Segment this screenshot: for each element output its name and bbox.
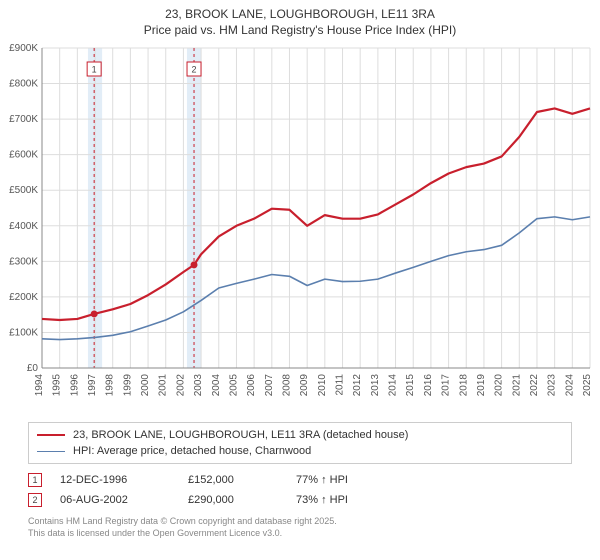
svg-text:2019: 2019 [476,374,487,397]
sale-date: 12-DEC-1996 [60,474,170,486]
legend-row: HPI: Average price, detached house, Char… [37,443,563,459]
svg-text:£500K: £500K [9,186,38,197]
svg-text:2024: 2024 [564,374,575,397]
svg-text:2010: 2010 [317,374,328,397]
svg-text:2001: 2001 [158,374,169,397]
svg-text:2015: 2015 [405,374,416,397]
svg-text:2006: 2006 [246,374,257,397]
title-line-1: 23, BROOK LANE, LOUGHBOROUGH, LE11 3RA [0,6,600,22]
svg-text:2005: 2005 [228,374,239,397]
legend-swatch [37,451,65,452]
sale-diff: 77% ↑ HPI [296,474,386,486]
svg-text:2011: 2011 [335,374,346,396]
svg-text:£400K: £400K [9,221,38,232]
svg-text:2004: 2004 [211,374,222,397]
svg-text:1994: 1994 [34,374,45,397]
svg-text:1998: 1998 [105,374,116,397]
svg-text:2008: 2008 [281,374,292,397]
svg-text:2016: 2016 [423,374,434,397]
svg-text:2017: 2017 [441,374,452,397]
svg-text:2013: 2013 [370,374,381,397]
chart-area: £0 £100K £200K £300K £400K £500K £600K £700K £80… [0,38,600,418]
sale-price: £290,000 [188,494,278,506]
svg-text:2009: 2009 [299,374,310,397]
sale-diff: 73% ↑ HPI [296,494,386,506]
sale-marker: 1 [28,473,42,487]
svg-text:2020: 2020 [494,374,505,397]
sale-date: 06-AUG-2002 [60,494,170,506]
svg-text:2003: 2003 [193,374,204,397]
svg-text:1995: 1995 [52,374,63,397]
svg-text:2014: 2014 [388,374,399,397]
attribution-line: This data is licensed under the Open Gov… [28,528,572,540]
legend: 23, BROOK LANE, LOUGHBOROUGH, LE11 3RA (… [28,422,572,464]
svg-text:1996: 1996 [69,374,80,397]
svg-text:£0: £0 [27,363,39,374]
svg-text:2025: 2025 [582,374,593,397]
svg-text:£700K: £700K [9,114,38,125]
svg-text:2022: 2022 [529,374,540,397]
svg-text:1997: 1997 [87,374,98,397]
legend-label: HPI: Average price, detached house, Char… [73,445,311,457]
svg-text:1: 1 [92,65,97,75]
svg-text:£200K: £200K [9,292,38,303]
svg-text:£600K: £600K [9,150,38,161]
sale-price: £152,000 [188,474,278,486]
title-line-2: Price paid vs. HM Land Registry's House … [0,22,600,38]
svg-text:2018: 2018 [458,374,469,397]
legend-label: 23, BROOK LANE, LOUGHBOROUGH, LE11 3RA (… [73,429,408,441]
svg-text:£800K: £800K [9,79,38,90]
sale-marker: 2 [28,493,42,507]
attribution-line: Contains HM Land Registry data © Crown c… [28,516,572,528]
svg-text:2012: 2012 [352,374,363,397]
svg-text:2: 2 [192,65,197,75]
svg-text:2023: 2023 [547,374,558,397]
sale-row: 2 06-AUG-2002 £290,000 73% ↑ HPI [28,490,572,510]
sales-table: 1 12-DEC-1996 £152,000 77% ↑ HPI 2 06-AU… [28,470,572,510]
svg-text:2021: 2021 [511,374,522,397]
svg-text:£100K: £100K [9,328,38,339]
line-chart-svg: £0 £100K £200K £300K £400K £500K £600K £700K £80… [0,38,600,418]
svg-text:1999: 1999 [122,374,133,397]
chart-title: 23, BROOK LANE, LOUGHBOROUGH, LE11 3RA P… [0,0,600,38]
svg-text:£900K: £900K [9,43,38,54]
sale-row: 1 12-DEC-1996 £152,000 77% ↑ HPI [28,470,572,490]
svg-text:2002: 2002 [175,374,186,397]
svg-text:2007: 2007 [264,374,275,397]
legend-row: 23, BROOK LANE, LOUGHBOROUGH, LE11 3RA (… [37,427,563,443]
svg-text:£300K: £300K [9,257,38,268]
attribution: Contains HM Land Registry data © Crown c… [28,516,572,539]
svg-text:2000: 2000 [140,374,151,397]
legend-swatch [37,434,65,436]
